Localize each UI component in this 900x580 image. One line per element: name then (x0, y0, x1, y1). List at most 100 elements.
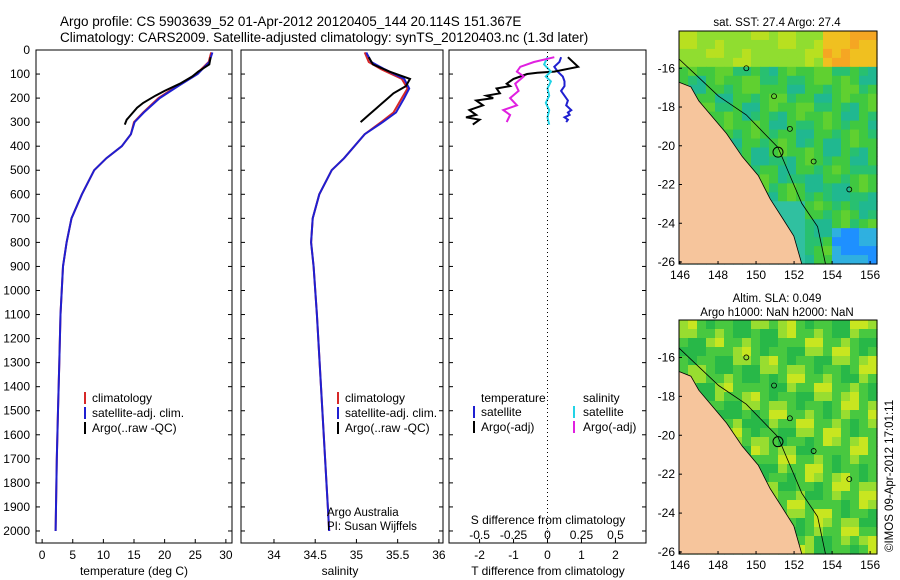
map-cell (841, 174, 851, 184)
map-cell (733, 138, 743, 149)
differences-series-0 (552, 56, 573, 123)
map-cell (751, 39, 761, 50)
map-cell (859, 246, 869, 256)
map-cell (868, 419, 878, 429)
map-cell (787, 329, 797, 339)
map-cell (823, 39, 833, 50)
map-cell (724, 419, 734, 429)
map-cell (724, 329, 734, 339)
map-lon-label: 154 (822, 558, 842, 572)
depth-tick-label: 500 (10, 163, 30, 177)
sal-diff-tick-label: 0.25 (570, 528, 594, 542)
map-cell (760, 329, 770, 339)
map-cell (814, 66, 824, 77)
map-cell (706, 383, 716, 393)
map-lon-label: 152 (784, 558, 804, 572)
map-cell (814, 356, 824, 366)
map-cell (769, 75, 779, 86)
map-cell (805, 482, 815, 492)
map-cell (787, 392, 797, 402)
map-cell (823, 455, 833, 465)
map-cell (706, 75, 716, 86)
map-cell (751, 66, 761, 77)
map-cell (868, 320, 878, 330)
map-cell (868, 66, 878, 77)
map-cell (823, 347, 833, 357)
map-cell (823, 192, 833, 202)
map-cell (778, 165, 788, 175)
map-cell (805, 75, 815, 86)
map-cell (697, 338, 707, 348)
map-cell (778, 129, 788, 140)
map-cell (850, 446, 860, 456)
map-cell (805, 102, 815, 113)
differences-series-3 (501, 56, 555, 123)
map-cell (850, 219, 860, 229)
map-cell (742, 111, 752, 122)
map-cell (868, 156, 878, 167)
sst-map: 146 148 150 152 154 156 -16 -18 -20 -22 -24 -26 (658, 30, 880, 282)
reef-outline (810, 158, 817, 165)
depth-tick-label: 900 (10, 259, 30, 273)
map-cell (832, 464, 842, 474)
map-cell (832, 338, 842, 348)
map-cell (688, 320, 698, 330)
map-cell (679, 365, 689, 375)
map-cell (796, 111, 806, 122)
map-cell (805, 183, 815, 193)
map-cell (697, 93, 707, 104)
map-cell (868, 174, 878, 184)
map-cell (823, 536, 833, 546)
map-cell (850, 536, 860, 546)
map-cell (715, 347, 725, 357)
map-cell (805, 111, 815, 122)
argo-float-marker (772, 436, 784, 448)
map-cell (778, 464, 788, 474)
map-cell (742, 102, 752, 113)
map-cell (859, 401, 869, 411)
map-cell (733, 39, 743, 50)
depth-tick-label: 1100 (4, 308, 30, 322)
map-cell (868, 147, 878, 158)
map-cell (868, 48, 878, 59)
map-cell (751, 75, 761, 86)
map-cell (760, 356, 770, 366)
map-cell (769, 482, 779, 492)
temperature-panel: 0100200300400500600700800900100011001200… (3, 43, 233, 578)
map-cell (742, 156, 752, 167)
map-cell (868, 536, 878, 546)
map-lon-label: 146 (670, 268, 690, 282)
map-cell (868, 84, 878, 95)
map-cell (751, 84, 761, 95)
map-cell (859, 545, 869, 555)
map-lon-label: 156 (860, 558, 880, 572)
map-cell (868, 192, 878, 202)
map-cell (769, 165, 779, 175)
map-cell (769, 102, 779, 113)
map-cell (868, 201, 878, 211)
difference-plot-area (465, 52, 581, 541)
map-cell (715, 338, 725, 348)
map-cell (787, 365, 797, 375)
map-cell (868, 75, 878, 86)
map-cell (823, 120, 833, 131)
map-cell (814, 401, 824, 411)
salinity-legend-argo: Argo(..raw -QC) (345, 421, 430, 435)
map-cell (832, 383, 842, 393)
map-cell (859, 120, 869, 131)
map-cell (688, 365, 698, 375)
map-cell (868, 93, 878, 104)
depth-axis: 0 100 200 300 400 500 600 700 800 900 1000 1100 1200… (3, 43, 232, 538)
map-cell (823, 219, 833, 229)
map-cell (760, 165, 770, 175)
map-cell (733, 129, 743, 140)
map-cell (823, 31, 833, 41)
map-cell (832, 237, 842, 247)
map-cell (796, 536, 806, 546)
legend-sal-argo: Argo(-adj) (583, 420, 636, 434)
map-cell (778, 383, 788, 393)
map-cell (751, 455, 761, 465)
map-cell (715, 84, 725, 95)
map-cell (796, 401, 806, 411)
map-cell (832, 165, 842, 175)
